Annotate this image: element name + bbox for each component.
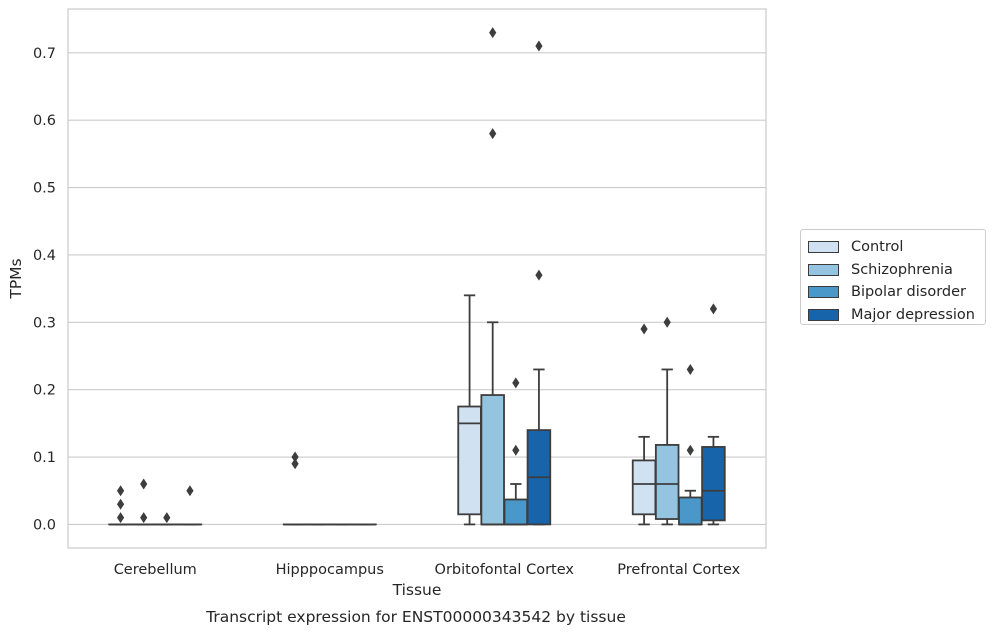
legend-label: Bipolar disorder: [851, 284, 966, 301]
x-tick-label: Prefrontal Cortex: [617, 562, 740, 578]
legend-swatch: [808, 286, 839, 299]
box-control: [108, 485, 133, 526]
outlier-point: [291, 458, 299, 470]
y-tick-label: 0.3: [33, 315, 56, 331]
outlier-point: [116, 498, 125, 510]
x-tick-label: Orbitofontal Cortex: [435, 562, 575, 578]
box-bipolar-disorder: [678, 363, 703, 526]
box-bipolar-disorder: [503, 377, 529, 526]
outlier-point: [512, 377, 520, 389]
x-tick-label: Cerebellum: [114, 562, 197, 578]
box-control: [631, 323, 657, 526]
legend-swatch: [808, 241, 839, 254]
outlier-point: [186, 485, 194, 497]
box-major-depression: [177, 485, 203, 526]
box-schizophrenia: [480, 27, 505, 526]
outlier-point: [140, 478, 148, 490]
outlier-point: [709, 303, 718, 315]
outlier-point: [535, 40, 543, 52]
legend-item: Schizophrenia: [808, 259, 985, 282]
legend-label: Schizophrenia: [851, 261, 953, 278]
box-groups: [108, 27, 726, 526]
box-schizophrenia: [654, 316, 680, 526]
box-body: [654, 444, 680, 520]
legend-label: Control: [851, 239, 904, 256]
outlier-point: [116, 485, 125, 497]
box-body: [701, 446, 726, 522]
outlier-point: [140, 512, 148, 524]
outlier-point: [291, 451, 299, 463]
outlier-point: [163, 512, 171, 524]
y-tick-label: 0.5: [33, 181, 56, 197]
outlier-point: [686, 444, 694, 456]
y-tick-label: 0.1: [33, 450, 56, 466]
y-axis-ticks: 0.0 0.1 0.2 0.3 0.4 0.5 0.6 0.7: [33, 46, 56, 534]
x-tick-label: Hipppocampus: [276, 562, 384, 578]
x-axis-ticks: Cerebellum Hipppocampus Orbitofontal Corte…: [114, 562, 741, 578]
box-major-depression: [701, 303, 726, 526]
y-tick-label: 0.6: [33, 113, 56, 129]
box-control: [457, 294, 482, 526]
box-body: [678, 496, 703, 526]
y-axis-label: TPMs: [7, 258, 25, 299]
plot-area: [67, 8, 767, 549]
outlier-point: [640, 323, 648, 335]
box-body: [503, 498, 529, 526]
gridlines: [68, 52, 766, 525]
box-body: [480, 394, 505, 526]
box-control: [282, 451, 308, 526]
legend-item: Major depression: [808, 304, 985, 327]
chart-title: Transcript expression for ENST0000034354…: [205, 608, 626, 626]
legend-swatch: [808, 263, 839, 276]
outlier-point: [686, 363, 694, 375]
legend: Control Schizophrenia Bipolar disorder Majo…: [800, 229, 986, 325]
outlier-point: [663, 316, 671, 328]
legend-item: Control: [808, 236, 985, 259]
outlier-point: [489, 27, 497, 39]
y-tick-label: 0.4: [33, 248, 56, 264]
outlier-point: [489, 128, 497, 140]
legend-swatch: [808, 308, 839, 321]
legend-item: Bipolar disorder: [808, 281, 985, 304]
box-major-depression: [526, 40, 552, 526]
outlier-point: [116, 512, 125, 524]
outlier-point: [512, 444, 520, 456]
y-tick-label: 0.0: [33, 517, 56, 533]
box-bipolar-disorder: [154, 512, 180, 526]
box-body: [631, 459, 657, 516]
outlier-point: [535, 269, 543, 281]
y-tick-label: 0.2: [33, 383, 56, 399]
y-tick-label: 0.7: [33, 46, 56, 62]
legend-label: Major depression: [851, 306, 975, 323]
x-axis-label: Tissue: [392, 581, 442, 599]
box-schizophrenia: [131, 478, 156, 526]
